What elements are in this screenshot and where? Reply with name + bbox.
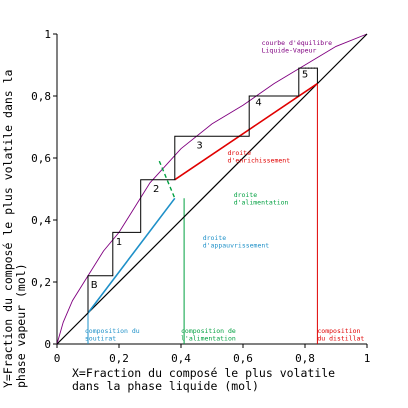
x-tick-label: 0 — [54, 352, 61, 365]
x-axis-title: X=Fraction du composé le plus volatile — [72, 366, 335, 380]
annotation-text: droite — [203, 234, 227, 242]
annotation-text: Liquide-Vapeur — [262, 46, 317, 54]
y-tick-label: 0,6 — [31, 152, 51, 165]
x-tick-label: 0,6 — [233, 352, 253, 365]
stage-label: 2 — [153, 184, 159, 195]
enrichment-line — [174, 82, 318, 181]
x-tick-label: 0,2 — [109, 352, 129, 365]
y-tick-label: 0,2 — [31, 276, 51, 289]
x-tick-label: 1 — [364, 352, 371, 365]
annotation-text: l'alimentation — [181, 335, 236, 343]
annotation-text: d'appauvrissement — [203, 242, 270, 250]
y-axis-title: Y=Fraction du composé le plus volatile d… — [1, 70, 15, 389]
stage-steps — [87, 67, 318, 313]
y-tick-label: 0 — [44, 338, 51, 351]
x-tick-label: 0,4 — [171, 352, 191, 365]
annotation-text: courbe d'équilibre — [262, 39, 333, 47]
annotation-text: droite — [228, 149, 252, 157]
stage-label: B — [91, 280, 98, 291]
axes: 0 0,2 0,4 0,6 0,8 1 0 0,2 0,4 0,6 0,8 1 — [31, 28, 370, 365]
annotation-text: d'alimentation — [234, 198, 289, 206]
annotation-text: du distillat — [317, 335, 364, 343]
y-tick-label: 1 — [44, 28, 51, 41]
axis-labels: X=Fraction du composé le plus volatileda… — [1, 70, 335, 394]
stage-label: 1 — [116, 237, 122, 248]
annotation-text: composition du — [85, 327, 140, 335]
annotations: courbe d'équilibreLiquide-Vapeurdroited'… — [85, 39, 365, 343]
y-axis-title: phase vapeur (mol) — [14, 263, 28, 388]
equilibrium-curve — [56, 33, 368, 345]
stripping-line — [87, 197, 176, 314]
stage-label: 3 — [196, 141, 202, 152]
annotation-text: composition — [317, 327, 360, 335]
annotation-text: soutirat — [85, 335, 116, 343]
stage-label: 4 — [255, 97, 261, 108]
curves: B 1 2 3 4 5 — [56, 33, 368, 345]
annotation-text: d'enrichissement — [228, 156, 291, 164]
y-tick-label: 0,4 — [31, 214, 51, 227]
y-tick-label: 0,8 — [31, 90, 51, 103]
diagonal-line — [56, 33, 368, 345]
annotation-text: droite — [234, 191, 258, 199]
annotation-text: composition de — [181, 327, 236, 335]
x-axis-title: dans la phase liquide (mol) — [72, 379, 259, 393]
x-tick-label: 0,8 — [295, 352, 315, 365]
stage-label: 5 — [302, 69, 308, 80]
